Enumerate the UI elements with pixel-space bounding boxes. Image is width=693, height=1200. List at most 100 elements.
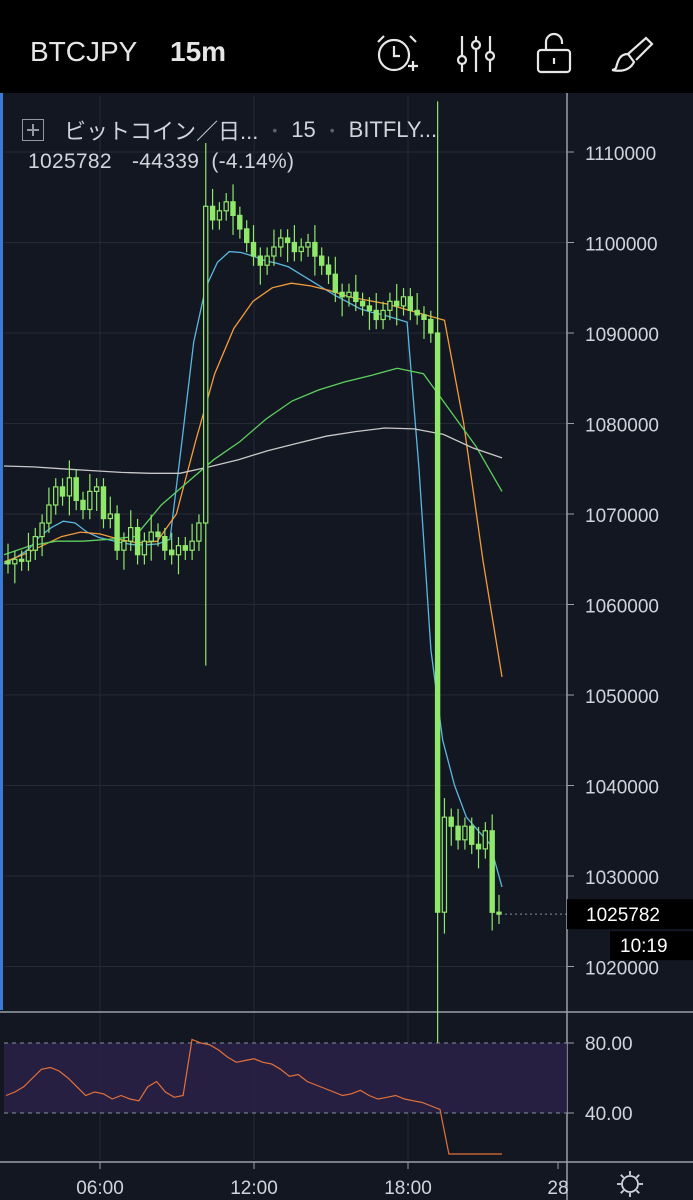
alarm-add-icon[interactable] bbox=[372, 30, 420, 78]
ma-slow-line bbox=[3, 367, 503, 556]
candle-body bbox=[128, 526, 134, 542]
legend-separator: • bbox=[329, 122, 335, 138]
legend-separator: • bbox=[272, 122, 278, 138]
price-tick-label: 1060000 bbox=[585, 597, 659, 618]
candle-body bbox=[5, 560, 11, 565]
candle-body bbox=[175, 545, 182, 556]
chart-area[interactable]: 1110000 1100000 1090000 1080000 1070000 10600… bbox=[0, 93, 693, 1200]
settings-gear-icon[interactable] bbox=[617, 1171, 643, 1197]
candle-body bbox=[387, 300, 393, 311]
rsi-tick-label: 80.00 bbox=[585, 1034, 633, 1055]
candle-body bbox=[319, 255, 325, 266]
candle-body bbox=[59, 486, 66, 497]
price-tick-label: 1080000 bbox=[585, 416, 659, 437]
ma-long-line bbox=[3, 427, 503, 474]
candle-body bbox=[462, 825, 468, 841]
price-tick-label: 1040000 bbox=[585, 778, 659, 799]
candle-body bbox=[339, 291, 345, 298]
candle-body bbox=[25, 549, 32, 562]
last-price: 1025782 bbox=[28, 150, 112, 173]
candle-body bbox=[141, 540, 148, 556]
candle-body bbox=[18, 558, 25, 562]
candle-body bbox=[469, 825, 475, 845]
candle-body bbox=[121, 540, 127, 551]
candle-body bbox=[414, 309, 420, 316]
candle-body bbox=[455, 825, 461, 841]
candle-body bbox=[421, 314, 427, 320]
lock-icon[interactable] bbox=[530, 30, 578, 78]
time-tick-label: 18:00 bbox=[384, 1178, 432, 1199]
candle-body bbox=[380, 309, 386, 321]
candle-body bbox=[325, 264, 332, 275]
candle-body bbox=[73, 477, 79, 501]
candle-body bbox=[366, 305, 373, 311]
price-tick-label: 1050000 bbox=[585, 687, 659, 708]
symbol-label[interactable]: BTCJPY bbox=[30, 36, 138, 67]
top-toolbar: BTCJPY 15m bbox=[0, 0, 693, 93]
candle-body bbox=[32, 535, 39, 551]
candle-body bbox=[134, 526, 141, 556]
candle-body bbox=[148, 531, 154, 542]
candle-body bbox=[237, 214, 243, 230]
candle-body bbox=[196, 522, 202, 542]
candle-body bbox=[39, 522, 45, 538]
candle-body bbox=[93, 486, 100, 492]
candle-body bbox=[107, 513, 113, 520]
candle-body bbox=[482, 830, 489, 850]
time-tick-label: 12:00 bbox=[230, 1178, 278, 1199]
candle-body bbox=[332, 273, 339, 293]
instrument-name: ビットコイン／日... bbox=[64, 119, 259, 144]
candle-body bbox=[271, 246, 277, 257]
expand-legend-icon[interactable] bbox=[22, 119, 44, 141]
timeframe-label[interactable]: 15m bbox=[170, 36, 227, 67]
price-tick-label: 1110000 bbox=[585, 144, 656, 165]
candle-body bbox=[496, 911, 502, 915]
candle-body bbox=[12, 558, 18, 565]
price-tick-label: 1100000 bbox=[585, 235, 658, 256]
candle-body bbox=[114, 513, 120, 551]
last-price-marker bbox=[567, 899, 693, 930]
time-tick-label: 28 bbox=[547, 1178, 568, 1199]
interval-label: 15 bbox=[291, 117, 316, 142]
ma-fast-line bbox=[3, 250, 503, 888]
countdown-marker bbox=[610, 931, 693, 961]
candle-body bbox=[441, 816, 448, 913]
candle-body bbox=[209, 205, 216, 221]
candle-body bbox=[264, 255, 270, 266]
candle-body bbox=[155, 531, 161, 538]
bar-countdown-label: 10:19 bbox=[620, 936, 668, 957]
candle-body bbox=[373, 309, 379, 321]
candle-body bbox=[400, 296, 407, 307]
candle-body bbox=[278, 237, 284, 248]
candle-body bbox=[203, 205, 209, 524]
candle-body bbox=[298, 246, 304, 253]
last-price-axis-label: 1025782 bbox=[586, 905, 660, 926]
candle-body bbox=[353, 291, 359, 302]
candle-body bbox=[284, 237, 291, 244]
candle-body bbox=[80, 499, 86, 511]
candle-body bbox=[489, 830, 495, 913]
candle-body bbox=[52, 486, 59, 506]
candle-body bbox=[359, 300, 366, 307]
candle-body bbox=[182, 545, 188, 551]
exchange-label: BITFLY... bbox=[348, 117, 438, 142]
drawing-brush-icon[interactable] bbox=[608, 30, 656, 78]
candle-body bbox=[434, 332, 441, 913]
time-tick-label: 06:00 bbox=[76, 1178, 124, 1199]
candle-body bbox=[230, 201, 236, 217]
candle-body bbox=[244, 228, 250, 244]
candle-body bbox=[66, 477, 73, 497]
candle-body bbox=[87, 490, 93, 511]
price-tick-label: 1090000 bbox=[585, 325, 659, 346]
candle-body bbox=[257, 255, 264, 266]
candle-body bbox=[223, 201, 229, 212]
indicators-icon[interactable] bbox=[452, 30, 500, 78]
price-chart[interactable]: 1110000 1100000 1090000 1080000 1070000 10600… bbox=[0, 93, 693, 1200]
candle-body bbox=[428, 318, 434, 334]
chart-legend[interactable]: ビットコイン／日... • 15 • BITFLY... bbox=[22, 116, 437, 144]
candle-body bbox=[250, 241, 257, 257]
candle-body bbox=[169, 549, 175, 556]
candle-body bbox=[407, 296, 414, 311]
candle-body bbox=[216, 210, 223, 221]
candle-body bbox=[475, 843, 482, 850]
